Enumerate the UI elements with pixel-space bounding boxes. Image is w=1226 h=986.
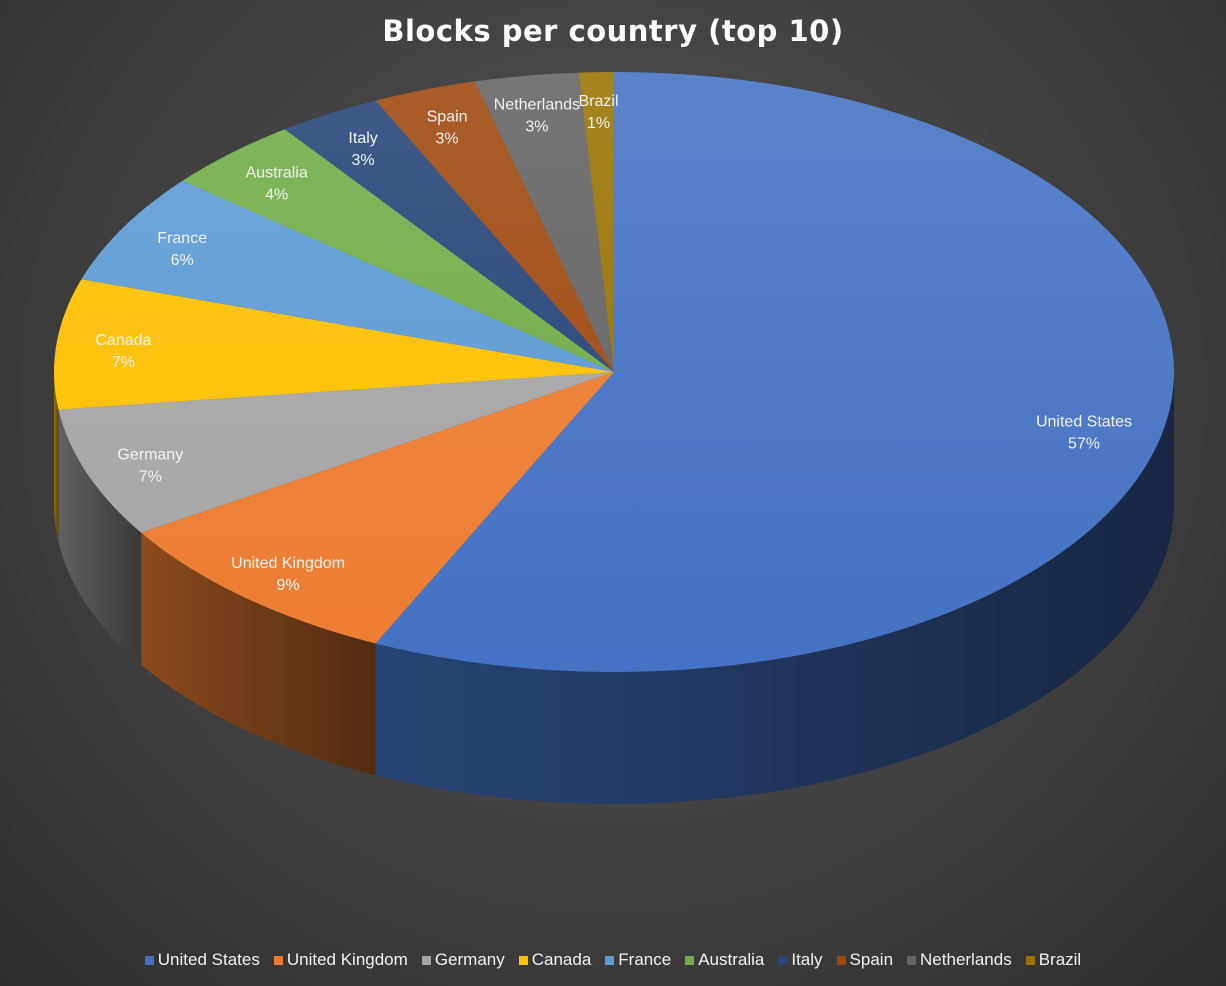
pie-top-sheen <box>54 72 1174 672</box>
legend-label: Canada <box>531 950 592 969</box>
legend-label: Netherlands <box>920 950 1012 969</box>
legend-swatch <box>518 955 528 965</box>
legend-item-germany: Germany <box>421 950 505 970</box>
slice-value-netherlands: 3% <box>525 118 548 135</box>
slice-value-germany: 7% <box>139 468 162 485</box>
legend-label: Italy <box>791 950 823 969</box>
slice-label-australia: Australia <box>246 165 308 182</box>
slice-label-italy: Italy <box>348 130 377 147</box>
legend-swatch <box>685 955 695 965</box>
legend-label: United States <box>157 950 260 969</box>
slice-label-germany: Germany <box>117 446 183 463</box>
legend-swatch <box>907 955 917 965</box>
legend-item-canada: Canada <box>518 950 592 970</box>
legend-label: Australia <box>698 950 765 969</box>
legend-swatch <box>421 955 431 965</box>
pie-top <box>54 72 1174 672</box>
legend: United States United Kingdom Germany Canada… <box>0 950 1226 970</box>
legend-swatch <box>273 955 283 965</box>
slice-value-canada: 7% <box>112 354 135 371</box>
slice-value-france: 6% <box>171 252 194 269</box>
legend-item-australia: Australia <box>685 950 764 970</box>
legend-item-spain: Spain <box>836 950 894 970</box>
pie-side-shade <box>141 532 376 776</box>
legend-item-netherlands: Netherlands <box>907 950 1012 970</box>
slice-label-france: France <box>157 230 207 247</box>
legend-swatch <box>605 955 615 965</box>
slice-value-australia: 4% <box>265 187 288 204</box>
legend-item-united-states: United States <box>144 950 260 970</box>
legend-label: France <box>618 950 672 969</box>
slice-label-netherlands: Netherlands <box>494 96 580 113</box>
slice-value-spain: 3% <box>436 131 459 148</box>
slice-label-brazil: Brazil <box>578 93 618 110</box>
slice-value-italy: 3% <box>352 152 375 169</box>
legend-swatch <box>1025 955 1035 965</box>
legend-label: United Kingdom <box>286 950 408 969</box>
pie-sides <box>54 372 1174 804</box>
pie-chart: United States 57% United Kingdom 9% Germany 7… <box>54 72 1174 804</box>
slice-label-spain: Spain <box>427 109 468 126</box>
legend-label: Germany <box>434 950 505 969</box>
legend-swatch <box>778 955 788 965</box>
legend-swatch <box>144 955 154 965</box>
pie-labels: United States 57% United Kingdom 9% Germany 7… <box>95 93 1132 594</box>
slice-value-united-kingdom: 9% <box>277 577 300 594</box>
slice-label-united-states: United States <box>1036 413 1132 430</box>
chart-title: Blocks per country (top 10) <box>382 14 844 48</box>
legend-swatch <box>836 955 846 965</box>
pie-side-shade <box>54 372 59 542</box>
legend-item-united-kingdom: United Kingdom <box>273 950 408 970</box>
legend-label: Spain <box>849 950 894 969</box>
slice-value-united-states: 57% <box>1068 435 1100 452</box>
pie-side-shade <box>58 409 142 665</box>
legend-item-italy: Italy <box>778 950 823 970</box>
slice-value-brazil: 1% <box>587 115 610 132</box>
pie-side-shade <box>375 372 1174 804</box>
legend-item-brazil: Brazil <box>1025 950 1082 970</box>
slice-label-canada: Canada <box>95 332 151 349</box>
slice-label-united-kingdom: United Kingdom <box>231 555 345 572</box>
legend-item-france: France <box>605 950 671 970</box>
legend-label: Brazil <box>1038 950 1082 969</box>
